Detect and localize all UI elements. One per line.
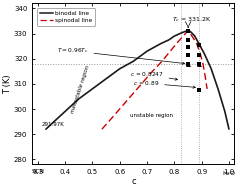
Legend: binodal line, spinodal line: binodal line, spinodal line <box>37 8 96 26</box>
Text: $c$ = 0.8247: $c$ = 0.8247 <box>130 70 178 80</box>
Text: $T_c$ = 331.2K: $T_c$ = 331.2K <box>172 15 211 24</box>
Text: unstable region: unstable region <box>130 113 173 118</box>
Text: SCN: SCN <box>31 169 44 174</box>
Text: metastable region: metastable region <box>70 64 90 114</box>
Text: H$_2$O: H$_2$O <box>222 169 236 178</box>
Text: 291.97K: 291.97K <box>42 122 65 127</box>
Text: $c$ = 0.89: $c$ = 0.89 <box>133 79 195 88</box>
Text: $T = 0.96T_c$: $T = 0.96T_c$ <box>57 46 185 64</box>
Y-axis label: T (K): T (K) <box>3 74 12 94</box>
X-axis label: c: c <box>131 177 136 186</box>
